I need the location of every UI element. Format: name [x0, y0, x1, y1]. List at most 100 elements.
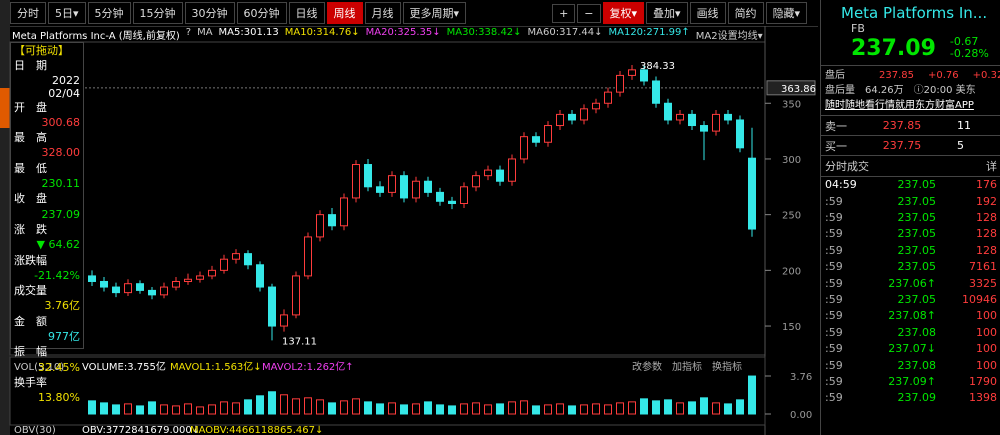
toolbar-button[interactable]: 5日▾: [48, 2, 86, 24]
trade-row: :59 237.05 128: [821, 226, 1000, 242]
candle-body: [664, 102, 672, 121]
toolbar-button[interactable]: 15分钟: [132, 2, 183, 24]
trade-volume: 10946: [962, 292, 997, 306]
candle-body: [172, 280, 180, 288]
candle-body: [328, 214, 336, 227]
toolbar-button[interactable]: 更多周期▾: [402, 2, 467, 24]
help-icon[interactable]: ?: [185, 27, 192, 38]
volume-bar: [424, 401, 432, 415]
indicator-tool[interactable]: 换指标: [712, 360, 742, 373]
candle-body: [292, 275, 300, 316]
candle-body: [232, 253, 240, 260]
volume-bar: [208, 404, 216, 415]
trade-price: 237.05: [897, 211, 937, 225]
candle-body: [712, 113, 720, 132]
quote-symbol: FB: [851, 22, 865, 35]
candle-body: [544, 125, 552, 143]
trade-time: :59: [825, 227, 843, 241]
candle-body: [460, 186, 468, 205]
candle-body: [700, 125, 708, 132]
candle-body: [400, 175, 408, 199]
trade-price: 237.05: [897, 194, 937, 208]
toolbar-button[interactable]: 5分钟: [87, 2, 131, 24]
volume-bar: [496, 403, 504, 415]
volume-bar: [664, 399, 672, 415]
candle-body: [160, 286, 168, 296]
quote-change-pct: -0.28%: [949, 47, 989, 60]
info-title: 【可拖动】: [14, 44, 69, 57]
toolbar-button[interactable]: 叠加▾: [646, 2, 688, 24]
after-pct: +0.32%: [972, 70, 1000, 81]
toolbar-button[interactable]: 60分钟: [236, 2, 287, 24]
trade-volume: 128: [976, 227, 997, 241]
toolbar-button[interactable]: 日线: [288, 2, 325, 24]
trade-time: :59: [825, 194, 843, 208]
chart-border: [9, 41, 766, 356]
volume-header: MAVOL1:1.563亿↓: [170, 360, 262, 373]
volume-header: VOL(5,10): [14, 362, 64, 373]
ma-value: MA20:325.35↓: [365, 27, 441, 38]
volume-bar: [544, 404, 552, 415]
trade-price: 237.08: [897, 325, 937, 339]
indicator-tool[interactable]: 改参数: [632, 360, 662, 373]
volume-bar: [448, 405, 456, 415]
candle-body: [736, 119, 744, 149]
toolbar-button[interactable]: 月线: [364, 2, 401, 24]
volume-bar: [520, 400, 528, 415]
after-vol-label: 盘后量: [825, 85, 855, 96]
info-value: ▼ 64.62: [36, 238, 80, 252]
volume-header: VOLUME:3.755亿: [82, 360, 166, 373]
trade-time: 04:59: [825, 178, 857, 192]
candle-body: [88, 275, 96, 282]
toolbar-button[interactable]: +: [552, 3, 576, 23]
candle-body: [244, 253, 252, 266]
trade-volume: 100: [976, 358, 997, 372]
candle-body: [304, 236, 312, 277]
trade-volume: 100: [976, 309, 997, 323]
trade-row: :59 237.09↑ 1790: [821, 373, 1000, 389]
toolbar-button[interactable]: 复权▾: [602, 2, 645, 24]
detail-button[interactable]: 详: [986, 159, 997, 173]
volume-bar: [184, 403, 192, 415]
volume-bar: [712, 402, 720, 415]
volume-bar: [388, 402, 396, 415]
chart-header: Meta Platforms Inc-A (周线,前复权) ? MA MA5:3…: [12, 27, 763, 42]
trade-volume: 1398: [969, 391, 997, 405]
indicator-tool[interactable]: 加指标: [672, 360, 702, 373]
toolbar-button[interactable]: 简约: [727, 2, 764, 24]
ad-link[interactable]: 随时随地看行情就用东方财富APP: [825, 100, 974, 111]
volume-bar: [592, 403, 600, 415]
candle-body: [352, 164, 360, 199]
trade-time: :59: [825, 309, 843, 323]
toolbar-button[interactable]: 周线: [326, 2, 363, 24]
info-label: 收 盘: [14, 192, 47, 206]
candle-body: [520, 136, 528, 160]
trade-price: 237.05: [897, 260, 937, 274]
volume-bar: [304, 397, 312, 415]
trade-list: 04:59 237.05 176:59 237.05 192:59 237.05 128:5…: [821, 177, 1000, 406]
candle-body: [424, 180, 432, 193]
volume-header: MAVOL2:1.262亿↑: [262, 360, 354, 373]
trade-row: :59 237.08 100: [821, 324, 1000, 340]
toolbar-button[interactable]: 30分钟: [184, 2, 235, 24]
candle-body: [136, 283, 144, 291]
trade-volume: 3325: [969, 276, 997, 290]
after-price: 237.85: [879, 70, 914, 81]
toolbar-button[interactable]: 分时: [10, 2, 46, 24]
ticks-title: 分时成交: [825, 159, 869, 173]
trade-volume: 100: [976, 325, 997, 339]
ma-setting[interactable]: MA2设置均线▾: [695, 31, 763, 42]
info-label: 最 高: [14, 131, 47, 145]
volume-bar: [340, 400, 348, 415]
toolbar-button[interactable]: −: [577, 3, 601, 23]
trade-row: :59 237.05 192: [821, 193, 1000, 209]
toolbar-button[interactable]: 画线: [689, 2, 726, 24]
volume-bar: [148, 401, 156, 415]
candle-body: [388, 175, 396, 193]
candle-body: [112, 286, 120, 294]
toolbar-button[interactable]: 隐藏▾: [765, 2, 808, 24]
candle-body: [676, 113, 684, 121]
candle-body: [532, 136, 540, 143]
candle-body: [472, 175, 480, 188]
trade-time: :59: [825, 374, 843, 388]
